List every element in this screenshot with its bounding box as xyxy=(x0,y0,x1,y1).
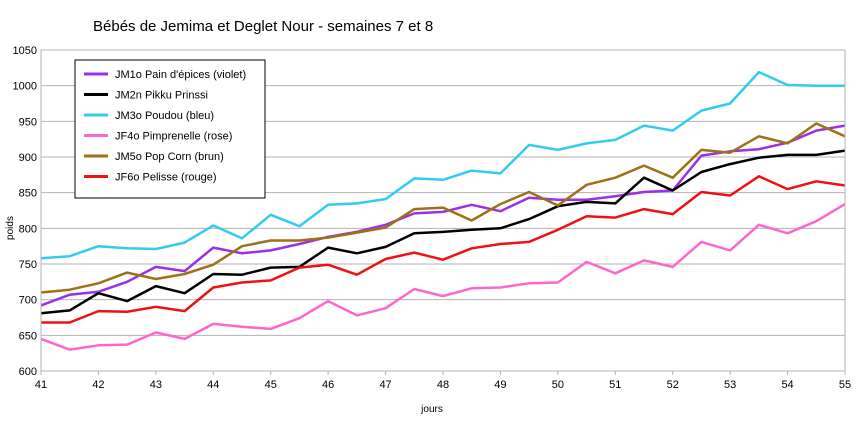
x-tick-label: 41 xyxy=(35,379,47,391)
legend-label: JF6o Pelisse (rouge) xyxy=(115,172,217,184)
y-tick-label: 750 xyxy=(19,259,37,271)
y-tick-label: 900 xyxy=(19,152,37,164)
y-tick-label: 700 xyxy=(19,295,37,307)
series-line-6 xyxy=(41,175,846,324)
x-tick-label: 48 xyxy=(437,379,449,391)
x-tick-label: 52 xyxy=(667,379,679,391)
x-tick-label: 46 xyxy=(322,379,334,391)
x-tick-label: 42 xyxy=(92,379,104,391)
y-tick-label: 1000 xyxy=(13,81,37,93)
legend-label: JM2n Pikku Prinssi xyxy=(115,90,208,102)
y-tick-label: 800 xyxy=(19,223,37,235)
x-axis-label: jours xyxy=(420,404,443,415)
legend-label: JM5o Pop Corn (brun) xyxy=(115,151,224,163)
legend: JM1o Pain d'épices (violet) JM2n Pikku Pr… xyxy=(74,59,266,199)
series-line-3 xyxy=(40,70,845,260)
y-tick-label: 1050 xyxy=(13,45,37,57)
legend-label: JM3o Poudou (bleu) xyxy=(115,110,214,122)
axes: 600 650 700 750 800 850 900 950 1000 1050 41 42 43 44… xyxy=(13,45,852,391)
x-tick-label: 55 xyxy=(839,379,851,391)
series-line-1 xyxy=(40,124,846,307)
series-line-4 xyxy=(40,203,846,351)
x-tick-label: 45 xyxy=(265,379,277,391)
x-tick-label: 54 xyxy=(781,379,793,391)
series-lines xyxy=(40,70,846,351)
y-tick-label: 950 xyxy=(19,116,37,128)
x-tick-label: 43 xyxy=(150,379,162,391)
y-tick-label: 650 xyxy=(19,330,37,342)
plot-area-border xyxy=(40,49,846,372)
x-tick-label: 50 xyxy=(552,379,564,391)
legend-label: JM1o Pain d'épices (violet) xyxy=(115,69,246,81)
x-tick-label: 44 xyxy=(207,379,219,391)
x-tick-label: 47 xyxy=(379,379,391,391)
y-tick-label: 600 xyxy=(19,366,37,378)
legend-label: JF4o Pimprenelle (rose) xyxy=(115,131,232,143)
y-axis-label: poids xyxy=(5,216,16,240)
series-line-2 xyxy=(40,149,846,315)
x-tick-label: 49 xyxy=(494,379,506,391)
x-tick-label: 53 xyxy=(724,379,736,391)
x-tick-label: 51 xyxy=(609,379,621,391)
y-tick-label: 850 xyxy=(19,188,37,200)
chart-title: Bébés de Jemima et Deglet Nour - semaine… xyxy=(93,18,433,35)
series-line-5 xyxy=(40,122,846,294)
